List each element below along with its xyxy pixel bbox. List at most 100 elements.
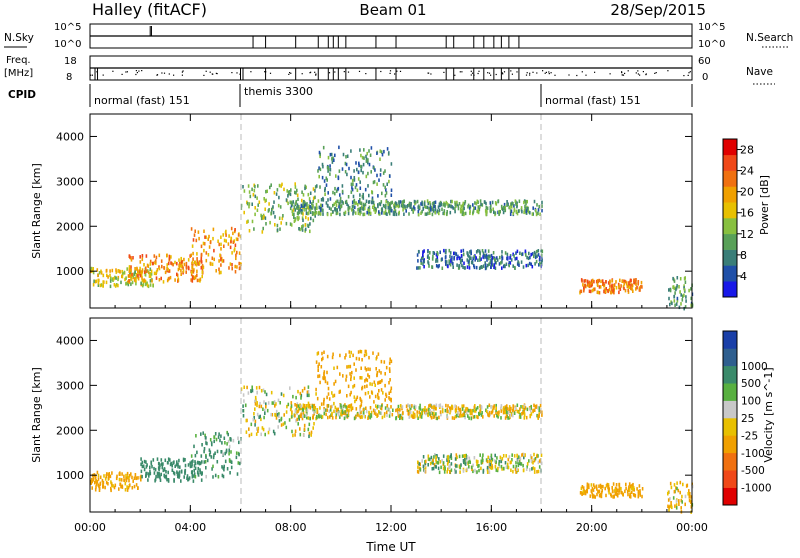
power-cell [404, 204, 406, 209]
velocity-cell [257, 429, 259, 433]
velocity-cell [464, 458, 466, 462]
velocity-cell [488, 403, 491, 407]
power-cell [631, 283, 634, 288]
power-cell [490, 265, 492, 269]
velocity-cell [668, 508, 670, 513]
cpid-segment-2: themis 3300 [244, 85, 313, 98]
power-cell [360, 168, 362, 173]
power-cell [339, 199, 341, 204]
velocity-cell [220, 450, 222, 454]
power-cell [141, 254, 144, 258]
power-cell [532, 212, 534, 216]
nave-dot [334, 71, 336, 73]
power-cell [149, 279, 152, 283]
power-cell [463, 261, 465, 265]
velocity-cell [383, 360, 386, 364]
power-cell [292, 208, 295, 212]
power-cell [329, 164, 331, 168]
power-cell [431, 212, 434, 217]
velocity-cell [479, 453, 481, 457]
power-cell [485, 205, 488, 210]
velocity-cell [260, 389, 263, 393]
velocity-cell [292, 394, 294, 399]
velocity-cell [454, 470, 456, 474]
power-cell [318, 174, 320, 179]
power-cell [475, 250, 478, 254]
power-cell [460, 254, 463, 258]
power-cell [494, 260, 497, 265]
power-cell [212, 227, 215, 232]
power-cell [640, 285, 642, 289]
power-cell [117, 283, 119, 288]
power-cell [401, 204, 404, 208]
power-cell [448, 204, 451, 208]
power-cell [369, 211, 372, 216]
velocity-cell [455, 470, 457, 474]
velocity-cell [380, 411, 383, 415]
velocity-cell [447, 456, 449, 461]
velocity-cell [111, 471, 113, 475]
power-cell [253, 227, 255, 231]
velocity-cell [344, 403, 346, 407]
velocity-cell [362, 411, 365, 415]
power-cell [327, 165, 330, 170]
power-cell [491, 200, 494, 205]
power-cell [119, 269, 121, 274]
velocity-cell [667, 498, 670, 502]
velocity-cell [306, 408, 309, 413]
velocity-cell [517, 458, 520, 463]
velocity-cell [629, 494, 631, 499]
power-cell [289, 222, 292, 226]
velocity-cell [425, 408, 428, 412]
velocity-cell [306, 411, 308, 415]
velocity-cell [412, 415, 415, 419]
velocity-cell [424, 463, 426, 468]
power-cell [294, 218, 297, 222]
power-cell [109, 273, 111, 278]
velocity-cell [429, 403, 431, 408]
power-cell [135, 281, 137, 286]
velocity-cell [445, 403, 447, 408]
velocity-cell [597, 489, 599, 494]
power-cell [278, 216, 281, 220]
velocity-cell [121, 472, 123, 476]
velocity-cell [277, 398, 280, 403]
power-cell [438, 208, 441, 213]
velocity-cell [624, 489, 626, 494]
velocity-cell [222, 452, 224, 456]
velocity-cell [267, 430, 270, 435]
velocity-cell [513, 454, 516, 458]
velocity-cell [351, 406, 354, 410]
power-cell [486, 255, 489, 260]
power-cell [484, 263, 487, 267]
velocity-cell [673, 483, 676, 487]
velocity-cell [98, 488, 101, 492]
power-cell [595, 279, 598, 284]
velocity-cell [333, 382, 335, 386]
velocity-cell [470, 416, 473, 421]
velocity-cell [359, 411, 361, 416]
velocity-cell [102, 480, 105, 485]
velocity-cell [364, 391, 367, 396]
power-cell [300, 204, 303, 208]
nave-dot [315, 73, 317, 75]
velocity-cell [229, 459, 232, 464]
power-cell [580, 278, 583, 282]
power-cell [607, 281, 610, 285]
power-cell [312, 196, 315, 200]
power-cell [628, 285, 631, 290]
power-cell [475, 201, 478, 206]
power-cell [149, 283, 152, 287]
velocity-cell [291, 414, 293, 419]
velocity-cell [461, 454, 464, 458]
velocity-cell [163, 467, 166, 471]
power-cell [379, 168, 382, 172]
velocity-cell [667, 490, 670, 494]
velocity-cell [323, 411, 326, 416]
velocity-cell [504, 461, 507, 465]
velocity-cell [279, 401, 281, 405]
power-cell [373, 180, 376, 184]
velocity-cell [179, 465, 181, 469]
velocity-cell [334, 379, 337, 384]
beam-title: Beam 01 [359, 1, 426, 19]
